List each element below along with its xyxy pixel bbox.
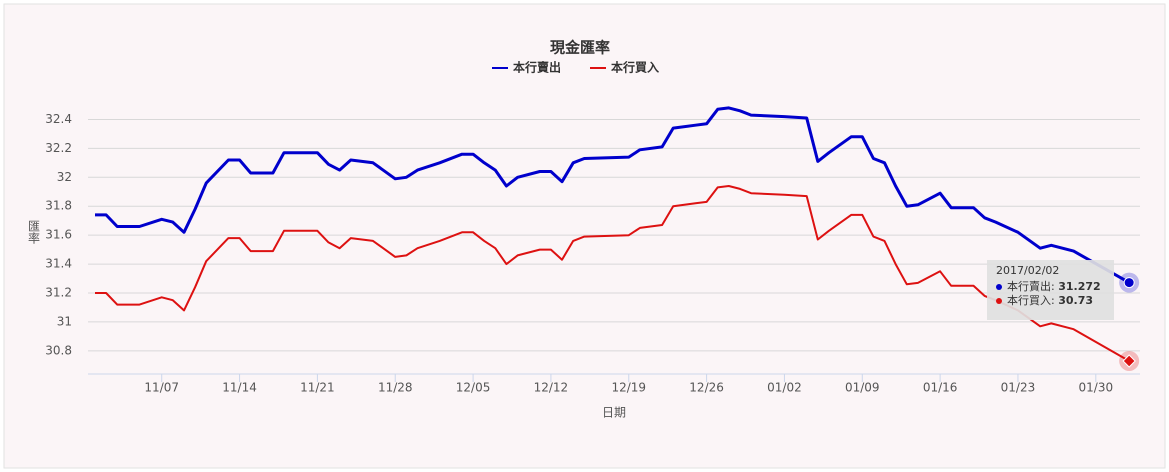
hover-marker bbox=[1123, 277, 1135, 289]
tooltip-date: 2017/02/02 bbox=[996, 264, 1059, 277]
y-tick-label: 31.6 bbox=[45, 228, 72, 242]
series-line bbox=[95, 106, 1130, 284]
y-tick-label: 30.8 bbox=[45, 343, 72, 357]
y-axis-title: 匯率 bbox=[27, 220, 41, 244]
tooltip-separator: : bbox=[1051, 294, 1058, 307]
legend-label: 本行買入 bbox=[611, 60, 659, 75]
tooltip-series-name: 本行買入 bbox=[1007, 293, 1051, 307]
y-tick-label: 31.8 bbox=[45, 199, 72, 213]
chart-title: 現金匯率 bbox=[550, 39, 610, 57]
legend-label: 本行賣出 bbox=[513, 60, 561, 75]
x-tick-label: 11/07 bbox=[144, 381, 179, 395]
x-tick-label: 01/30 bbox=[1079, 381, 1114, 395]
tooltip-row: 本行賣出: 31.272 bbox=[1007, 279, 1101, 293]
tooltip-dot bbox=[996, 284, 1002, 290]
tooltip-box bbox=[987, 260, 1114, 320]
x-tick-label: 12/12 bbox=[534, 381, 569, 395]
x-tick-label: 12/19 bbox=[611, 381, 646, 395]
x-tick-label: 11/14 bbox=[222, 381, 257, 395]
x-tick-label: 01/09 bbox=[845, 381, 880, 395]
y-tick-label: 31.2 bbox=[45, 286, 72, 300]
tooltip-value: 30.73 bbox=[1058, 294, 1093, 307]
x-tick-label: 11/28 bbox=[378, 381, 413, 395]
x-axis-title: 日期 bbox=[602, 406, 626, 420]
x-tick-label: 01/16 bbox=[923, 381, 958, 395]
y-tick-label: 32 bbox=[57, 170, 72, 184]
x-tick-label: 12/05 bbox=[456, 381, 491, 395]
hover-marker bbox=[1122, 354, 1136, 368]
y-tick-label: 31 bbox=[57, 314, 72, 328]
x-tick-label: 01/23 bbox=[1001, 381, 1036, 395]
tooltip-row: 本行買入: 30.73 bbox=[1007, 293, 1093, 307]
series-line bbox=[95, 185, 1130, 362]
tooltip-separator: : bbox=[1051, 280, 1058, 293]
y-tick-label: 31.4 bbox=[45, 257, 72, 271]
x-tick-label: 12/26 bbox=[689, 381, 724, 395]
tooltip-value: 31.272 bbox=[1058, 280, 1100, 293]
x-tick-label: 11/21 bbox=[300, 381, 335, 395]
x-tick-label: 01/02 bbox=[767, 381, 802, 395]
tooltip-dot bbox=[996, 298, 1002, 304]
y-tick-label: 32.2 bbox=[45, 141, 72, 155]
y-tick-label: 32.4 bbox=[45, 112, 72, 126]
tooltip-series-name: 本行賣出 bbox=[1007, 279, 1051, 293]
